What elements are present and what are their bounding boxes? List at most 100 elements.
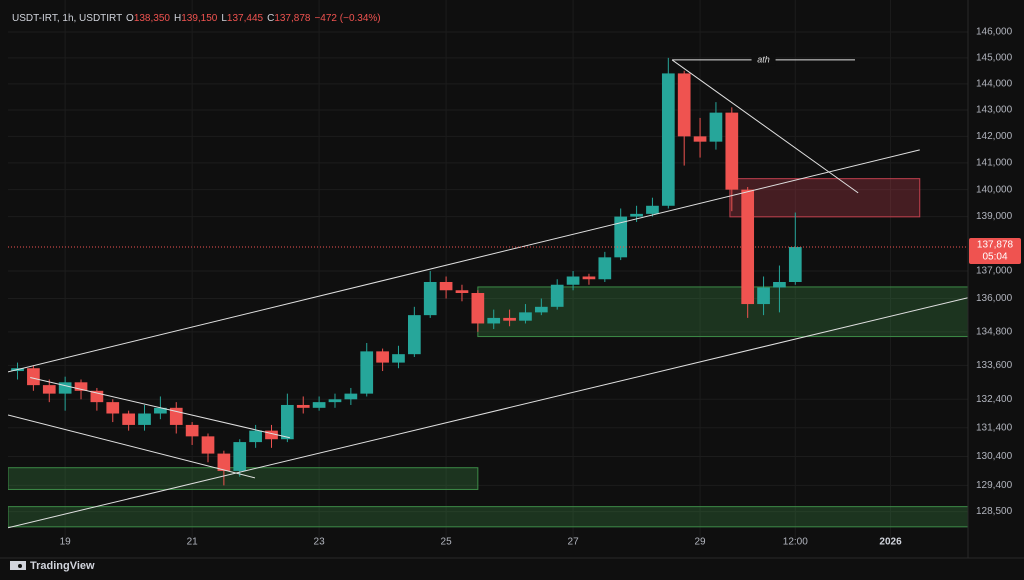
candle-body bbox=[344, 393, 358, 400]
trend-line bbox=[8, 297, 968, 529]
candle-body bbox=[217, 453, 231, 471]
zone bbox=[8, 506, 968, 528]
x-tick-label: 21 bbox=[187, 537, 199, 548]
candle-body bbox=[550, 284, 564, 307]
x-tick-label: 25 bbox=[441, 537, 453, 548]
candle-body bbox=[312, 402, 326, 408]
candle-body bbox=[42, 385, 56, 394]
y-tick-label: 129,400 bbox=[976, 480, 1013, 491]
y-tick-label: 133,600 bbox=[976, 360, 1013, 371]
x-tick-label: 2026 bbox=[879, 537, 902, 548]
line-label-bg bbox=[751, 53, 776, 66]
trend-line bbox=[8, 149, 920, 373]
zone bbox=[729, 178, 921, 218]
candle-body bbox=[566, 276, 580, 285]
last-price-tag bbox=[969, 238, 1021, 265]
y-tick-label: 136,000 bbox=[976, 293, 1013, 304]
candle-body bbox=[788, 247, 802, 282]
y-tick-label: 140,000 bbox=[976, 184, 1013, 195]
x-tick-label: 19 bbox=[60, 537, 72, 548]
candle-body bbox=[757, 287, 770, 305]
brand[interactable]: TradingView bbox=[30, 560, 95, 572]
candle-body bbox=[630, 213, 643, 217]
symbol-text: USDT-IRT, 1h, USDTIRT bbox=[12, 13, 122, 24]
candle-body bbox=[582, 276, 596, 280]
x-tick-label: 12:00 bbox=[783, 537, 808, 548]
y-tick-label: 132,400 bbox=[976, 394, 1013, 405]
candle-body bbox=[185, 424, 199, 437]
ohlc-value: 137,445 bbox=[227, 13, 264, 24]
trend-line bbox=[8, 414, 256, 479]
candle-body bbox=[741, 189, 755, 305]
candle-body bbox=[503, 317, 516, 321]
candle-body bbox=[408, 315, 421, 355]
candle-body bbox=[598, 257, 612, 280]
candle-body bbox=[392, 354, 405, 363]
candle-body bbox=[281, 404, 294, 440]
candle-body bbox=[154, 407, 167, 414]
logo-dot bbox=[18, 564, 22, 568]
candle-body bbox=[74, 382, 88, 391]
x-tick-label: 29 bbox=[695, 537, 707, 548]
candle-body bbox=[360, 351, 374, 394]
grid bbox=[8, 0, 968, 538]
candle-body bbox=[296, 404, 310, 408]
candle-body bbox=[249, 430, 262, 443]
ohlc-key: O bbox=[126, 13, 134, 24]
candle-body bbox=[27, 368, 40, 386]
candle-body bbox=[471, 293, 485, 324]
candle-body bbox=[138, 413, 151, 425]
logo bbox=[10, 561, 26, 570]
candle-body bbox=[122, 413, 135, 425]
candle-body bbox=[439, 281, 453, 291]
line-label: ath bbox=[757, 54, 770, 64]
candle-body bbox=[487, 317, 501, 324]
candle-body bbox=[58, 382, 72, 394]
candle-body bbox=[709, 112, 723, 142]
y-tick-label: 128,500 bbox=[976, 506, 1013, 517]
ohlc-key: H bbox=[174, 13, 181, 24]
y-tick-label: 137,000 bbox=[976, 266, 1013, 277]
candle-body bbox=[455, 290, 469, 294]
candle-body bbox=[693, 136, 707, 142]
axes: 128,500 129,400 130,400 131,400 132,400 133,6… bbox=[60, 27, 1021, 548]
footer[interactable]: TradingView bbox=[10, 560, 95, 572]
candle-body bbox=[725, 112, 739, 190]
y-tick-label: 134,800 bbox=[976, 326, 1013, 337]
candle-body bbox=[376, 351, 389, 363]
candle-body bbox=[646, 205, 659, 214]
trend-line bbox=[30, 377, 291, 439]
candle-body bbox=[106, 402, 120, 414]
change: −472 (−0.34%) bbox=[314, 13, 380, 24]
x-tick-label: 27 bbox=[568, 537, 580, 548]
y-tick-label: 143,000 bbox=[976, 105, 1013, 116]
ohlc-key: C bbox=[267, 13, 274, 24]
y-tick-label: 130,400 bbox=[976, 451, 1013, 462]
candle-body bbox=[233, 442, 247, 471]
candle-body bbox=[90, 390, 104, 403]
candle-body bbox=[265, 430, 278, 440]
symbol: USDT-IRT, 1h, USDTIRT O138,350 H139,150 L13… bbox=[12, 13, 381, 24]
y-tick-label: 142,000 bbox=[976, 131, 1013, 142]
candle-body bbox=[519, 312, 532, 321]
y-tick-label: 141,000 bbox=[976, 158, 1013, 169]
y-tick-label: 145,000 bbox=[976, 52, 1013, 63]
candle-body bbox=[773, 281, 786, 288]
last-price-label: 137,878 bbox=[977, 240, 1014, 251]
candle-body bbox=[423, 281, 437, 316]
candle-body bbox=[201, 436, 215, 454]
y-tick-label: 146,000 bbox=[976, 27, 1013, 38]
candle-body bbox=[328, 399, 342, 403]
ohlc-value: 138,350 bbox=[134, 13, 171, 24]
countdown: 05:04 bbox=[982, 252, 1007, 263]
y-tick-label: 131,400 bbox=[976, 422, 1013, 433]
candle-body bbox=[677, 73, 691, 137]
y-tick-label: 139,000 bbox=[976, 211, 1013, 222]
ohlc-key: L bbox=[221, 13, 227, 24]
legend-header: USDT-IRT, 1h, USDTIRT O138,350 H139,150 L13… bbox=[12, 13, 381, 24]
candle-body bbox=[534, 306, 548, 313]
x-tick-label: 23 bbox=[314, 537, 326, 548]
ohlc-value: 139,150 bbox=[181, 13, 218, 24]
